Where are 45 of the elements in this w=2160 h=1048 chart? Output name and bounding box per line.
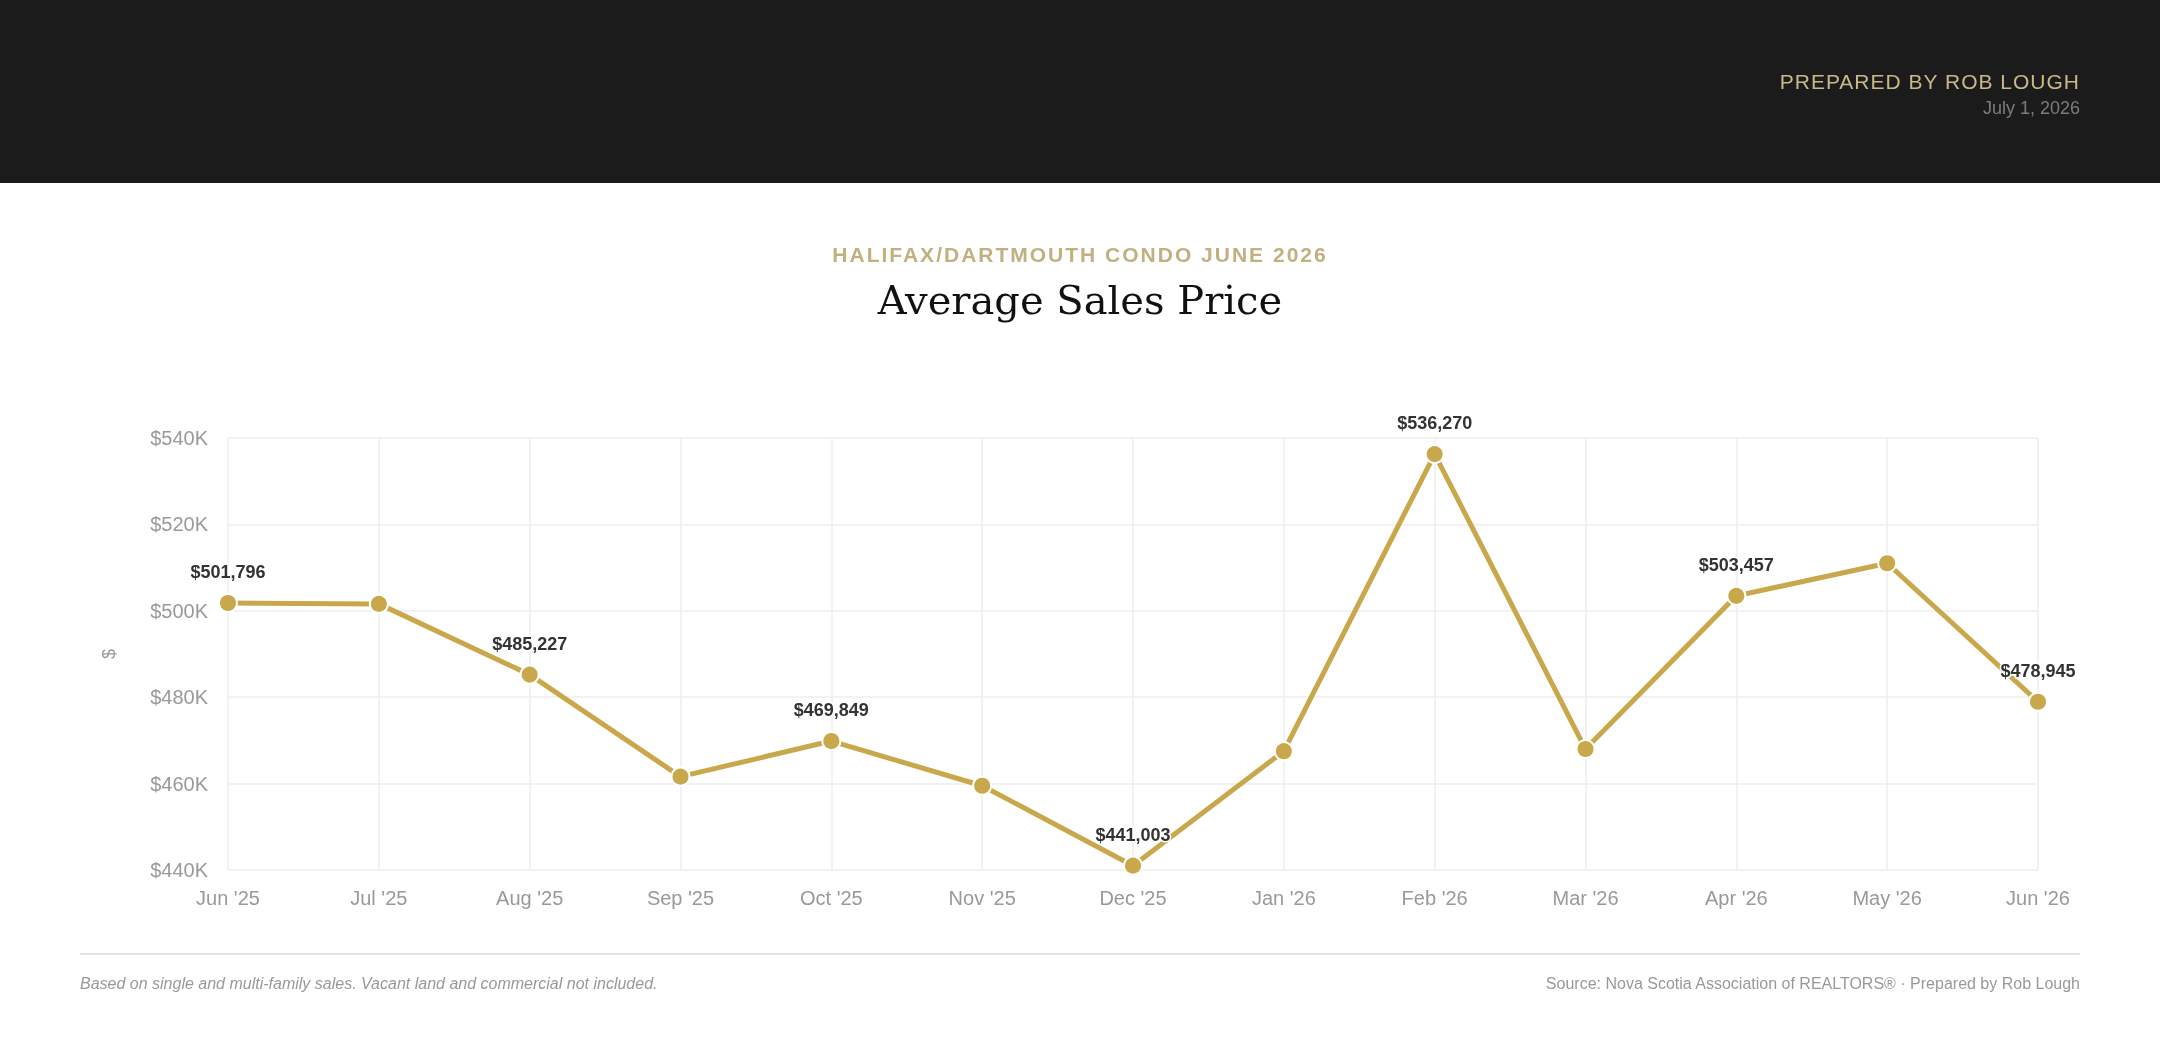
chart-subtitle: HALIFAX/DARTMOUTH CONDO JUNE 2026 xyxy=(831,243,1329,267)
x-tick-label: Feb '26 xyxy=(1401,887,1468,909)
point xyxy=(1877,553,1898,574)
data-label: $485,227 xyxy=(492,633,568,654)
point xyxy=(2028,691,2048,712)
x-tick-label: Jun '26 xyxy=(2006,887,2070,909)
x-tick-label: Jun '25 xyxy=(196,887,260,909)
y-tick-label: $480K xyxy=(150,686,209,709)
point xyxy=(972,775,993,796)
x-tick-label: May '26 xyxy=(1852,887,1922,909)
point xyxy=(1273,741,1294,762)
x-tick-label: Jul '25 xyxy=(350,887,408,909)
point xyxy=(1424,444,1445,465)
point xyxy=(670,766,691,787)
point xyxy=(1123,855,1143,876)
text: PREPARED BY ROB LOUGH xyxy=(1779,70,2080,94)
point xyxy=(1575,739,1596,760)
data-label: $501,796 xyxy=(190,562,266,583)
y-axis-title: $ xyxy=(99,648,119,660)
y-tick-label: $460K xyxy=(150,772,209,795)
data-label: $536,270 xyxy=(1397,413,1473,434)
data-label: $469,849 xyxy=(793,700,869,721)
source-note: Source: Nova Scotia Association of REALTORS® · Prepared by Rob Lough xyxy=(1545,975,2080,993)
chart-title: Average Sales Price xyxy=(876,277,1284,323)
x-tick-label: Mar '26 xyxy=(1552,887,1619,909)
y-tick-label: $500K xyxy=(150,599,209,622)
x-tick-label: Sep '25 xyxy=(646,887,715,909)
x-tick-label: Nov '25 xyxy=(948,887,1016,909)
point xyxy=(218,593,238,614)
x-tick-label: Aug '25 xyxy=(496,887,564,909)
data-label: $441,003 xyxy=(1095,824,1171,845)
point xyxy=(1726,585,1747,606)
y-tick-label: $520K xyxy=(150,513,209,536)
x-tick-label: Oct '25 xyxy=(799,887,863,909)
text: July 1, 2026 xyxy=(1981,98,2080,119)
y-tick-label: $540K xyxy=(150,427,209,449)
point xyxy=(368,593,389,614)
x-tick-label: Apr '26 xyxy=(1704,887,1768,909)
x-tick-label: Jan '26 xyxy=(1251,887,1316,909)
x-tick-label: Dec '25 xyxy=(1099,887,1167,909)
text: Based on single and multi-family sales. Vacant land and commercial not included. xyxy=(80,975,658,993)
data-label: $503,457 xyxy=(1698,554,1774,575)
point xyxy=(821,731,842,752)
y-tick-label: $440K xyxy=(150,859,209,881)
point xyxy=(519,664,540,685)
